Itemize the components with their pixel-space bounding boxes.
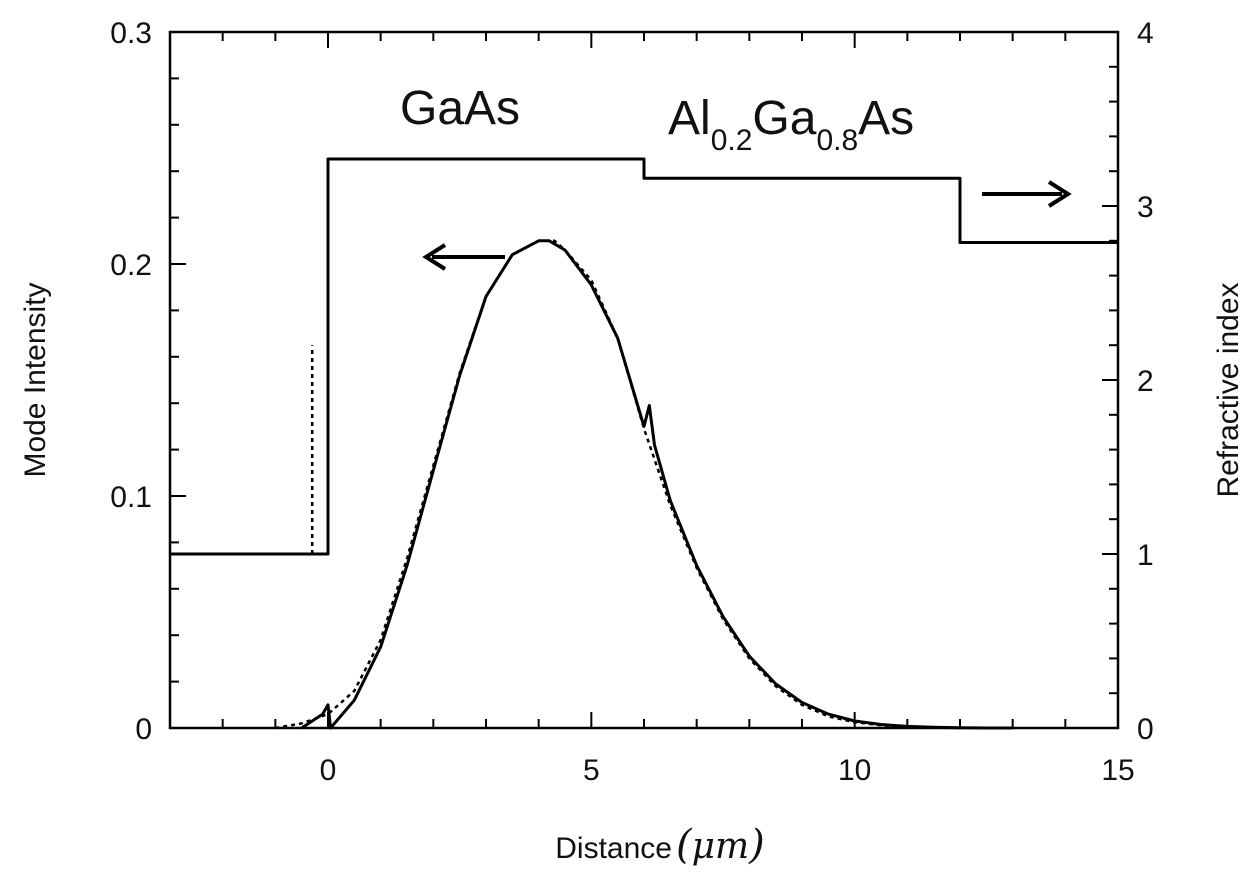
x-tick-label: 10 [838,754,871,787]
y2-tick-label: 3 [1137,191,1154,224]
y2-tick-label: 4 [1137,17,1154,50]
x-tick-label: 0 [320,754,337,787]
y2-tick-label: 2 [1137,365,1154,398]
y-tick-label: 0 [135,713,152,746]
y-tick-label: 0.2 [110,249,152,282]
y2-tick-label: 0 [1137,713,1154,746]
y-tick-label: 0.3 [110,17,152,50]
mode-intensity-solid-line [300,239,1013,730]
y-axis-label: Mode Intensity [19,282,52,477]
annotation-algaas: Al0.2Ga0.8As [668,92,914,157]
y2-axis-label: Refractive index [1212,282,1245,497]
x-tick-label: 15 [1101,754,1134,787]
refractive-index-solid-line [170,157,1118,556]
x-tick-label: 5 [583,754,600,787]
y-tick-label: 0.1 [110,481,152,514]
x-axis-label: Distance (μm) [555,822,764,868]
arrow-right-axis-indicator [982,180,1072,208]
arrow-left-axis-indicator [422,243,505,271]
y2-tick-label: 1 [1137,539,1154,572]
annotation-gaas: GaAs [400,82,520,135]
plot-frame [168,30,1120,730]
